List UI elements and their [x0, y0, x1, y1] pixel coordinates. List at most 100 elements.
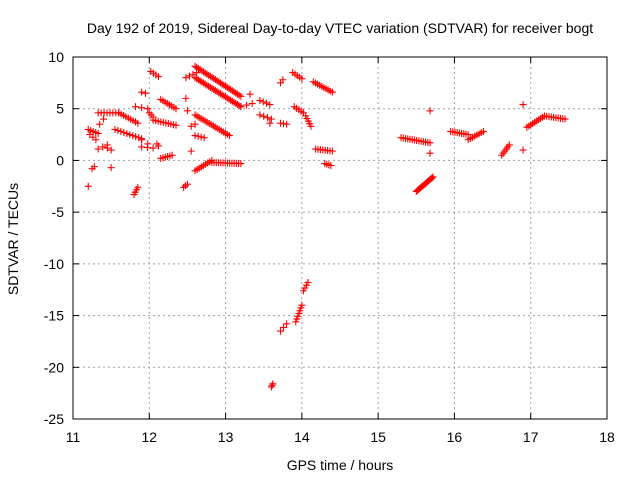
- data-point: [298, 75, 306, 83]
- data-point: [248, 100, 256, 108]
- data-point: [263, 99, 271, 107]
- x-tick-label: 16: [447, 429, 463, 445]
- data-point: [132, 103, 140, 111]
- data-point: [259, 98, 267, 106]
- data-point: [107, 164, 115, 172]
- data-point: [120, 129, 128, 137]
- data-point: [266, 119, 274, 127]
- data-point: [134, 119, 142, 127]
- x-tick-label: 12: [141, 429, 157, 445]
- data-point: [126, 131, 134, 139]
- y-tick-label: -10: [44, 256, 64, 272]
- data-point: [328, 147, 336, 155]
- data-point: [276, 327, 284, 335]
- data-point: [183, 180, 191, 188]
- data-point: [200, 134, 208, 142]
- data-point: [519, 146, 527, 154]
- y-tick-label: -25: [44, 411, 64, 427]
- x-tick-label: 18: [599, 429, 615, 445]
- data-point: [99, 143, 107, 151]
- data-point: [84, 182, 92, 190]
- data-point: [94, 130, 102, 138]
- data-points: [84, 62, 569, 391]
- data-point: [479, 127, 487, 135]
- data-point: [138, 136, 146, 144]
- y-tick-label: 5: [56, 101, 64, 117]
- data-point: [138, 104, 146, 112]
- data-point: [269, 380, 277, 388]
- data-point: [256, 111, 264, 119]
- data-point: [260, 112, 268, 120]
- data-point: [235, 91, 243, 99]
- data-point: [90, 163, 98, 171]
- data-point: [144, 105, 152, 113]
- data-point: [267, 383, 275, 391]
- data-point: [256, 96, 264, 104]
- data-point: [134, 183, 142, 191]
- x-tick-label: 14: [294, 429, 310, 445]
- data-point: [283, 120, 291, 128]
- data-point: [225, 132, 233, 140]
- data-point: [426, 149, 434, 157]
- data-point: [280, 323, 288, 331]
- data-point: [191, 120, 199, 128]
- plot-frame: [72, 56, 608, 420]
- y-axis-ticks: -25 -20 -15 -10 -5 0 5 10: [44, 49, 607, 427]
- data-point: [154, 142, 162, 150]
- data-point: [235, 102, 243, 110]
- data-point: [141, 89, 149, 97]
- y-tick-label: 0: [56, 152, 64, 168]
- data-point: [426, 107, 434, 115]
- data-point: [111, 125, 119, 133]
- y-tick-label: -20: [44, 359, 64, 375]
- data-point: [168, 151, 176, 159]
- data-point: [519, 101, 527, 109]
- data-point: [298, 301, 306, 309]
- data-point: [107, 146, 115, 154]
- y-tick-label: 10: [48, 49, 64, 65]
- data-point: [154, 73, 162, 81]
- data-point: [328, 88, 336, 96]
- data-point: [187, 122, 195, 130]
- data-point: [149, 144, 157, 152]
- data-point: [268, 381, 276, 389]
- data-point: [100, 115, 108, 123]
- data-point: [237, 92, 245, 100]
- data-point: [172, 121, 180, 129]
- data-point: [187, 147, 195, 155]
- data-point: [129, 132, 137, 140]
- data-point: [92, 136, 100, 144]
- data-point: [264, 114, 272, 122]
- data-point: [183, 107, 191, 115]
- data-point: [117, 127, 125, 135]
- x-axis-label: GPS time / hours: [287, 457, 394, 473]
- y-tick-label: -15: [44, 308, 64, 324]
- data-point: [96, 120, 104, 128]
- data-point: [94, 145, 102, 153]
- data-point: [114, 126, 122, 134]
- data-point: [327, 162, 335, 170]
- data-point: [138, 88, 146, 96]
- data-point: [429, 173, 437, 181]
- data-point: [266, 101, 274, 109]
- data-point: [561, 115, 569, 123]
- data-point: [304, 278, 312, 286]
- grid-lines: [73, 57, 607, 419]
- data-point: [103, 144, 111, 152]
- data-point: [185, 72, 193, 80]
- data-point: [283, 320, 291, 328]
- data-point: [307, 122, 315, 130]
- data-point: [243, 101, 251, 109]
- data-point: [191, 132, 199, 140]
- data-point: [267, 115, 275, 123]
- x-tick-label: 11: [66, 429, 81, 445]
- x-tick-label: 17: [523, 429, 539, 445]
- x-tick-label: 13: [218, 429, 234, 445]
- data-point: [172, 105, 180, 113]
- y-axis-label: SDTVAR / TECUs: [5, 183, 21, 295]
- y-tick-label: -5: [52, 204, 65, 220]
- data-point: [132, 133, 140, 141]
- data-point: [197, 133, 205, 141]
